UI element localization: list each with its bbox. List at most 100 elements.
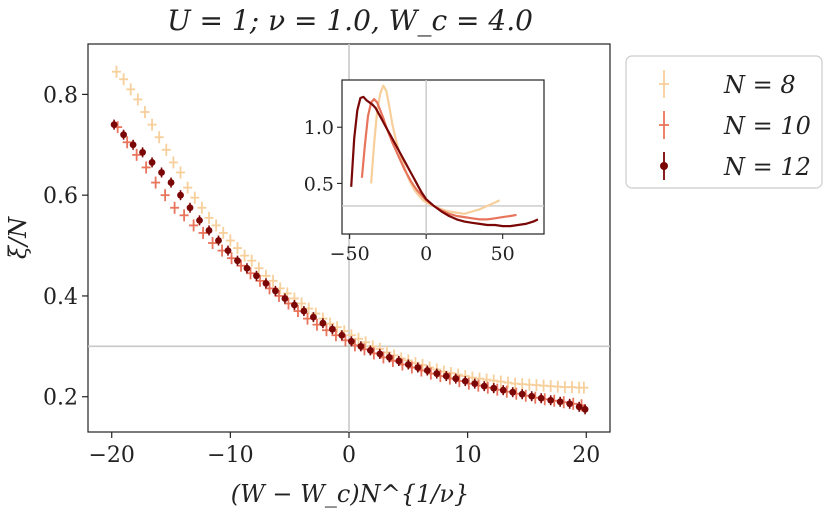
- series-3-point: [167, 177, 175, 188]
- series-3-point: [528, 391, 536, 402]
- inset-y-tick-label: 0.5: [304, 173, 334, 195]
- main-series-group: [110, 65, 589, 415]
- series-1-point: [297, 297, 307, 310]
- series-3-point: [196, 215, 203, 226]
- series-3-point: [490, 383, 498, 394]
- series-3-point: [499, 385, 507, 396]
- series-3-point: [461, 376, 469, 387]
- series-3-point: [480, 381, 488, 392]
- series-3-point: [129, 139, 137, 150]
- series-2-point: [198, 226, 208, 239]
- series-3-point: [272, 285, 279, 296]
- series-3-point: [376, 348, 384, 359]
- series-1-point: [225, 234, 235, 247]
- series-2-point: [236, 259, 246, 272]
- inset-series-2-line: [360, 98, 517, 221]
- inset-series-3-line: [350, 95, 539, 228]
- series-1-point: [240, 249, 250, 262]
- series-1: [111, 65, 589, 394]
- series-1-point: [475, 372, 484, 385]
- legend-item: N = 10: [659, 111, 811, 140]
- series-1-point: [140, 106, 150, 119]
- series-2-point: [265, 282, 275, 295]
- series-3-point: [347, 336, 355, 347]
- x-axis-label: (W − W_c)N^{1/ν}: [231, 480, 469, 508]
- inset-plot-frame: [341, 79, 545, 235]
- series-3-point: [338, 330, 346, 341]
- series-3-point: [319, 318, 327, 329]
- inset-x-tick-label: −50: [330, 243, 370, 265]
- series-3-point: [423, 365, 431, 376]
- series-2-point: [246, 267, 256, 280]
- series-1-point: [183, 181, 193, 194]
- series-3-point: [566, 398, 574, 409]
- series-2-point: [208, 237, 218, 250]
- y-axis-label: ξ/N: [4, 216, 32, 259]
- series-1-point: [353, 332, 363, 345]
- series-1-point: [154, 131, 164, 144]
- series-3-point: [385, 352, 393, 363]
- series-1-point: [361, 336, 371, 349]
- legend-marker: [659, 70, 669, 98]
- series-3-point: [215, 235, 222, 246]
- inset-y-tick-label: 1.0: [304, 117, 334, 139]
- series-3-point: [234, 255, 241, 266]
- series-1-point: [176, 166, 186, 179]
- series-1-point: [254, 262, 264, 275]
- series-3-point: [433, 368, 441, 379]
- series-1-point: [133, 93, 143, 106]
- series-3-point: [224, 245, 232, 256]
- main-y-ticks: 0.2 0.4 0.6 0.8: [43, 83, 88, 411]
- series-3-point: [177, 190, 184, 201]
- series-1-point: [197, 201, 207, 214]
- series-3-point: [205, 225, 213, 236]
- series-3-point: [310, 312, 317, 323]
- series-3-point: [148, 157, 156, 168]
- series-1-point: [496, 375, 506, 388]
- series-1-point: [446, 367, 456, 380]
- series-3-point: [281, 293, 289, 304]
- series-2-point: [170, 201, 180, 214]
- legend-marker: [660, 152, 668, 180]
- series-3-point: [243, 263, 251, 274]
- series-3-point: [158, 167, 165, 178]
- series-1-point: [247, 254, 257, 267]
- series-3-point: [414, 362, 422, 373]
- series-3-point: [366, 345, 374, 356]
- inset-series-1-line: [370, 84, 501, 215]
- series-3-point: [518, 389, 526, 400]
- series-2-point: [132, 148, 142, 161]
- series-3-point: [575, 401, 583, 412]
- series-1-point: [268, 274, 278, 287]
- series-3-point: [537, 393, 545, 404]
- series-3-point: [556, 396, 564, 407]
- series-3-point: [404, 359, 412, 370]
- legend-item: N = 12: [660, 152, 811, 181]
- series-1-point: [119, 73, 129, 86]
- series-1-point: [503, 376, 513, 389]
- series-3-point: [452, 373, 460, 384]
- inset-series-group: [350, 84, 539, 228]
- legend-label: N = 10: [723, 112, 811, 140]
- inset-x-tick-label: 50: [491, 243, 515, 265]
- series-1-point: [579, 381, 589, 394]
- series-2-point: [122, 136, 132, 149]
- series-2-point: [141, 161, 151, 174]
- series-3-point: [291, 300, 298, 311]
- series-3-point: [120, 129, 127, 140]
- chart-title: U = 1; ν = 1.0, W_c = 4.0: [167, 4, 533, 37]
- series-1-point: [190, 191, 200, 204]
- legend-label: N = 12: [723, 153, 811, 181]
- inset-x-tick-label: 0: [420, 243, 432, 265]
- series-1-point: [204, 211, 214, 224]
- series-2-point: [189, 219, 199, 232]
- series-3-point: [328, 324, 336, 335]
- inset-y-ticks: 0.5 1.0: [304, 117, 342, 195]
- series-3-point: [110, 119, 118, 130]
- series-2-point: [274, 289, 284, 302]
- series-3-point: [395, 355, 403, 366]
- y-tick-label: 0.8: [43, 83, 78, 108]
- main-x-ticks: −20 −10 0 10 20: [89, 432, 600, 468]
- x-tick-label: 0: [342, 443, 356, 468]
- series-3: [110, 119, 589, 415]
